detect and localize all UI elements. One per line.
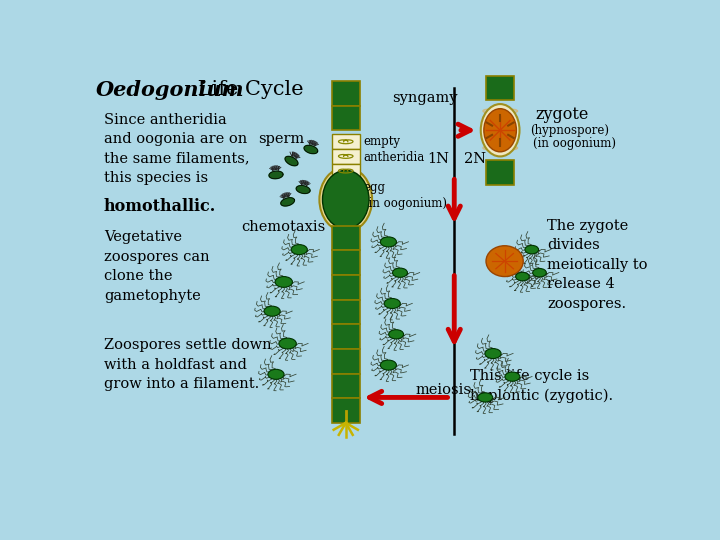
Ellipse shape <box>320 167 372 232</box>
Text: Life Cycle: Life Cycle <box>191 80 303 99</box>
Polygon shape <box>281 198 294 206</box>
Ellipse shape <box>392 268 408 278</box>
FancyBboxPatch shape <box>332 251 360 275</box>
Text: 2N: 2N <box>464 152 486 166</box>
Text: homothallic.: homothallic. <box>104 198 216 215</box>
Text: chemotaxis: chemotaxis <box>241 220 325 234</box>
Ellipse shape <box>291 245 307 254</box>
Ellipse shape <box>384 299 400 308</box>
Ellipse shape <box>505 372 520 381</box>
Polygon shape <box>285 157 298 166</box>
Ellipse shape <box>389 330 404 339</box>
Polygon shape <box>269 171 283 179</box>
FancyBboxPatch shape <box>332 325 360 349</box>
Text: egg
(in oogonium): egg (in oogonium) <box>364 181 446 210</box>
FancyBboxPatch shape <box>332 149 360 164</box>
Text: zygote: zygote <box>536 106 589 123</box>
FancyBboxPatch shape <box>332 374 360 398</box>
Ellipse shape <box>268 369 284 379</box>
FancyBboxPatch shape <box>332 275 360 300</box>
Text: Vegetative
zoospores can
clone the
gametophyte: Vegetative zoospores can clone the gamet… <box>104 231 210 303</box>
Ellipse shape <box>478 393 492 402</box>
FancyBboxPatch shape <box>332 106 360 130</box>
Text: syngamy: syngamy <box>392 91 458 105</box>
FancyBboxPatch shape <box>332 134 360 149</box>
Ellipse shape <box>279 338 297 349</box>
Polygon shape <box>304 145 318 154</box>
Text: (hypnospore): (hypnospore) <box>530 124 609 137</box>
Polygon shape <box>296 186 310 193</box>
Ellipse shape <box>516 272 529 281</box>
Ellipse shape <box>380 360 397 370</box>
FancyBboxPatch shape <box>332 300 360 325</box>
Text: The zygote
divides
meiotically to
release 4
zoospores.: The zygote divides meiotically to releas… <box>547 219 648 311</box>
FancyBboxPatch shape <box>486 160 514 185</box>
FancyBboxPatch shape <box>332 81 360 106</box>
Text: sperm: sperm <box>258 132 305 146</box>
FancyBboxPatch shape <box>332 398 360 423</box>
Ellipse shape <box>525 245 539 254</box>
Text: Since antheridia
and oogonia are on
the same filaments,
this species is: Since antheridia and oogonia are on the … <box>104 112 250 185</box>
FancyBboxPatch shape <box>332 226 360 251</box>
FancyBboxPatch shape <box>332 349 360 374</box>
Ellipse shape <box>484 109 516 152</box>
Ellipse shape <box>380 237 397 247</box>
Text: Oedogonium: Oedogonium <box>96 80 245 100</box>
Text: This life cycle is
haplontic (zygotic).: This life cycle is haplontic (zygotic). <box>469 369 613 403</box>
Text: empty
antheridia: empty antheridia <box>364 135 425 164</box>
Ellipse shape <box>486 246 523 276</box>
Ellipse shape <box>481 104 520 157</box>
Ellipse shape <box>275 276 292 287</box>
Text: 1N: 1N <box>427 152 449 166</box>
Text: (in oogonium): (in oogonium) <box>534 137 616 150</box>
Text: Zoospores settle down
with a holdfast and
grow into a filament.: Zoospores settle down with a holdfast an… <box>104 338 271 391</box>
Text: meiosis: meiosis <box>415 383 472 397</box>
Ellipse shape <box>533 268 546 277</box>
FancyBboxPatch shape <box>486 76 514 100</box>
Ellipse shape <box>485 348 501 359</box>
Ellipse shape <box>264 306 280 316</box>
FancyBboxPatch shape <box>332 164 360 178</box>
Ellipse shape <box>323 170 369 229</box>
